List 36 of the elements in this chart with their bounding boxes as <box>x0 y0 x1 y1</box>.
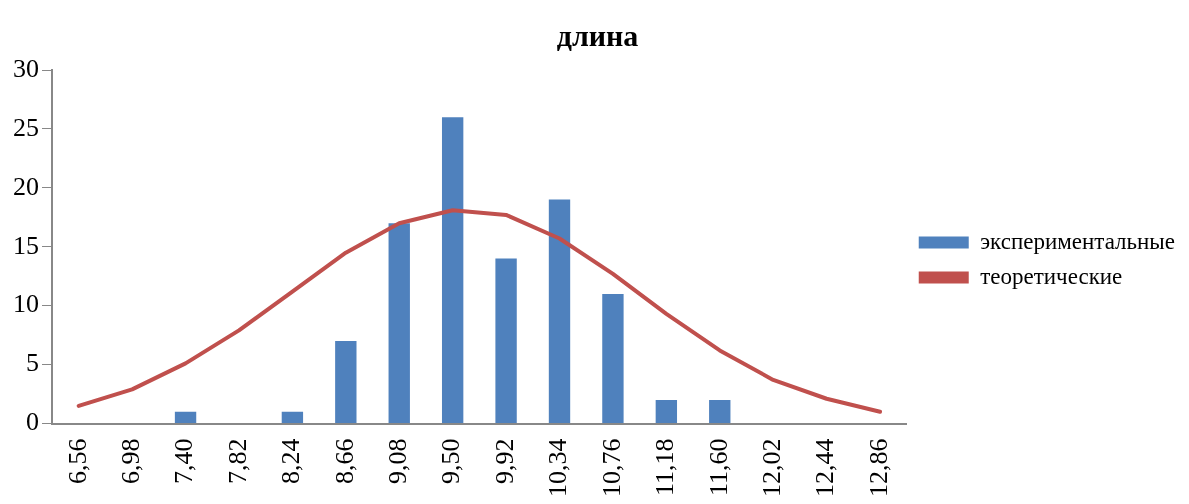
bar <box>602 293 624 423</box>
x-tick-label: 9,92 <box>489 438 519 484</box>
y-tick-label: 25 <box>13 112 39 142</box>
x-tick-label: 8,66 <box>329 438 359 484</box>
x-tick-label: 6,98 <box>115 438 145 484</box>
bar <box>335 341 357 423</box>
y-tick-label: 15 <box>13 230 39 260</box>
x-tick-label: 11,60 <box>703 438 733 497</box>
y-tick-label: 5 <box>26 348 39 378</box>
x-tick-label: 12,86 <box>863 438 893 497</box>
y-tick-label: 0 <box>26 407 39 437</box>
bar <box>548 199 571 423</box>
y-tick-label: 30 <box>13 53 39 83</box>
bar <box>281 411 304 423</box>
y-tick-label: 10 <box>13 289 39 319</box>
legend-label: теоретические <box>980 263 1123 289</box>
x-tick-label: 7,82 <box>222 438 252 484</box>
x-tick-label: 12,02 <box>757 438 787 497</box>
x-tick-label: 9,50 <box>436 438 466 484</box>
x-tick-label: 9,08 <box>383 438 413 484</box>
chart-title: длина <box>556 18 639 52</box>
bar <box>709 399 731 423</box>
bar <box>655 399 678 423</box>
x-tick-label: 11,18 <box>650 438 680 497</box>
x-tick-label: 10,34 <box>543 438 573 497</box>
x-tick-label: 7,40 <box>169 438 199 484</box>
x-tick-label: 6,56 <box>62 438 92 484</box>
bar <box>174 411 197 423</box>
y-tick-label: 20 <box>13 171 39 201</box>
bar <box>495 258 517 423</box>
bar <box>441 117 464 423</box>
x-tick-label: 10,76 <box>596 438 626 497</box>
x-tick-label: 8,24 <box>276 438 306 484</box>
legend-label: экспериментальные <box>980 228 1176 254</box>
bar <box>388 223 410 423</box>
x-tick-label: 12,44 <box>810 438 840 497</box>
